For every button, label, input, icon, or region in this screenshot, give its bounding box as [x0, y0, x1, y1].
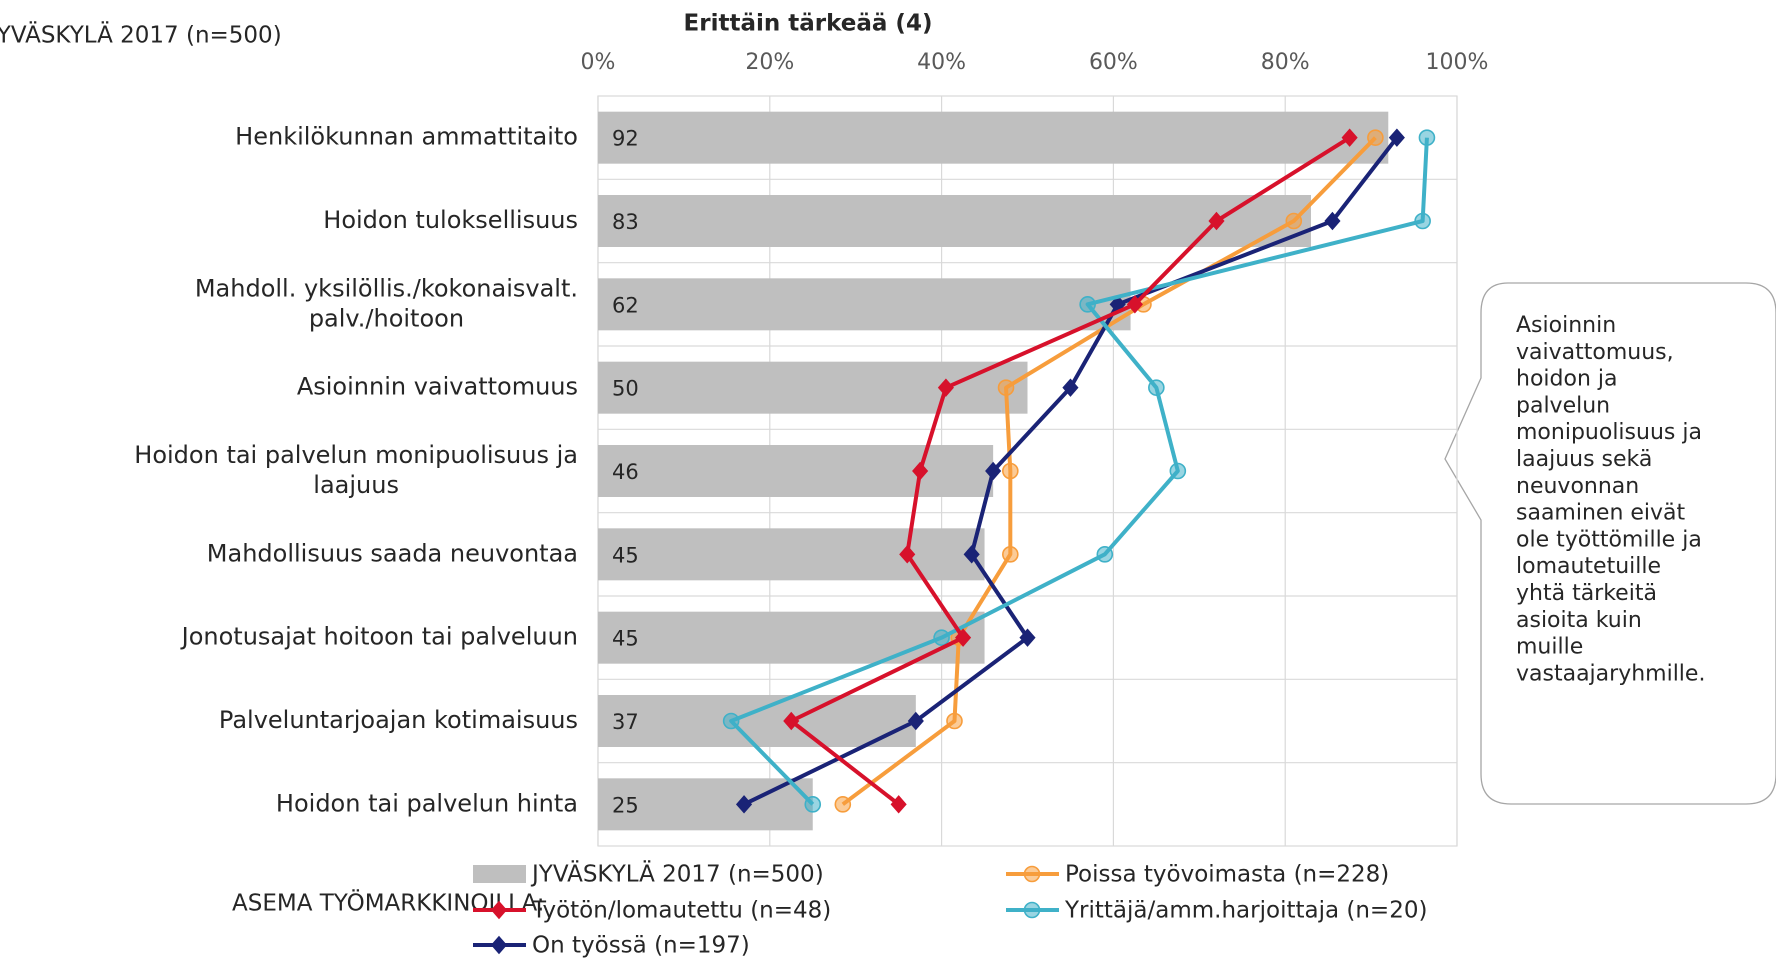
marker — [1418, 129, 1436, 146]
annotation-line: vaivattomuus, — [1516, 340, 1674, 365]
category-label-line: laajuus — [313, 471, 399, 499]
annotation-line: yhtä tärkeitä — [1516, 581, 1657, 606]
marker — [490, 900, 508, 920]
annotation-line: neuvonnan — [1516, 474, 1639, 499]
annotation-line: asioita kuin — [1516, 608, 1642, 633]
category-label: Mahdollisuus saada neuvontaa — [207, 539, 578, 567]
marker — [1062, 378, 1079, 397]
annotation-line: saaminen eivät — [1516, 501, 1686, 526]
marker — [955, 628, 972, 647]
legend-swatch — [473, 865, 526, 883]
chart-subtitle: JYVÄSKYLÄ 2017 (n=500) — [0, 21, 282, 49]
value-label: 37 — [612, 710, 639, 734]
marker — [1096, 546, 1114, 563]
value-label: 45 — [612, 627, 639, 651]
marker — [1285, 212, 1303, 230]
value-label: 25 — [612, 793, 639, 817]
bar — [598, 528, 985, 581]
marker — [946, 712, 963, 730]
marker — [890, 795, 907, 814]
marker — [722, 712, 740, 730]
category-label: Jonotusajat hoitoon tai palveluun — [180, 623, 578, 651]
annotation-line: laajuus sekä — [1516, 447, 1652, 472]
category-label-line: palv./hoitoon — [309, 304, 464, 332]
category-label: Henkilökunnan ammattitaito — [235, 123, 578, 151]
marker — [1367, 129, 1384, 146]
x-tick-label: 60% — [1089, 50, 1138, 75]
marker — [1002, 546, 1019, 563]
legend-label: Yrittäjä/amm.harjoittaja (n=20) — [1064, 898, 1427, 924]
legend-label: JYVÄSKYLÄ 2017 (n=500) — [530, 860, 824, 888]
marker — [804, 796, 822, 813]
marker — [963, 545, 980, 564]
bar — [598, 278, 1131, 331]
x-tick-label: 80% — [1261, 50, 1310, 75]
marker — [907, 711, 924, 731]
legend-label: Poissa työvoimasta (n=228) — [1065, 862, 1389, 888]
legend-label: Työtön/lomautettu (n=48) — [531, 898, 831, 924]
marker — [937, 378, 954, 397]
bar — [598, 611, 985, 664]
annotation-line: ole työttömille ja — [1516, 527, 1702, 552]
x-tick-label: 20% — [745, 50, 794, 75]
marker — [985, 461, 1002, 481]
marker — [1388, 128, 1405, 147]
value-label: 62 — [612, 293, 639, 317]
value-label: 83 — [612, 210, 639, 234]
value-label: 50 — [612, 377, 639, 401]
category-label-line: Mahdoll. yksilöllis./kokonaisvalt. — [195, 274, 578, 302]
annotation-line: hoidon ja — [1516, 367, 1617, 392]
marker — [490, 935, 508, 955]
marker — [1414, 212, 1431, 230]
value-label: 92 — [612, 127, 639, 151]
bar — [598, 695, 916, 747]
marker — [1023, 901, 1041, 919]
x-tick-label: 0% — [581, 50, 616, 75]
marker — [1341, 128, 1358, 147]
marker — [899, 545, 916, 564]
value-label: 46 — [612, 460, 639, 484]
category-label: Palveluntarjoajan kotimaisuus — [219, 706, 578, 734]
annotation-line: Asioinnin — [1516, 313, 1616, 338]
category-label: Hoidon tai palvelun hinta — [276, 789, 578, 817]
marker — [783, 711, 800, 731]
category-label: Hoidon tuloksellisuus — [323, 206, 578, 234]
value-label: 45 — [612, 543, 639, 567]
marker — [1002, 462, 1019, 480]
category-label: Asioinnin vaivattomuus — [297, 373, 578, 401]
marker — [834, 796, 852, 813]
marker — [997, 379, 1015, 396]
annotation-line: vastaajaryhmille. — [1516, 661, 1705, 686]
bar — [598, 111, 1389, 164]
category-label-line: Hoidon tai palvelun monipuolisuus ja — [134, 441, 578, 469]
marker — [1126, 295, 1143, 314]
chart-title: Erittäin tärkeää (4) — [684, 11, 933, 37]
annotation-line: lomautetuille — [1516, 554, 1661, 579]
category-label: Hoidon tai palvelun monipuolisuus ja laaj… — [134, 441, 578, 499]
marker — [1148, 379, 1165, 396]
annotation-line: muille — [1516, 635, 1583, 660]
marker — [1023, 865, 1041, 883]
marker — [912, 461, 929, 481]
annotation-line: monipuolisuus ja — [1516, 420, 1702, 445]
marker — [1324, 211, 1341, 231]
marker — [933, 629, 950, 646]
callout-box — [1444, 282, 1776, 805]
bar — [598, 361, 1028, 414]
marker — [1019, 628, 1036, 647]
marker — [1208, 211, 1225, 231]
annotation-line: palvelun — [1516, 393, 1610, 418]
marker — [735, 795, 753, 814]
marker — [1079, 296, 1096, 313]
category-label: Mahdoll. yksilöllis./kokonaisvalt. palv./… — [195, 274, 578, 332]
bar — [598, 195, 1311, 247]
legend-label: On työssä (n=197) — [532, 933, 750, 959]
bar — [598, 445, 994, 497]
marker — [1169, 462, 1187, 480]
x-tick-label: 100% — [1426, 50, 1489, 75]
x-tick-label: 40% — [917, 50, 966, 75]
